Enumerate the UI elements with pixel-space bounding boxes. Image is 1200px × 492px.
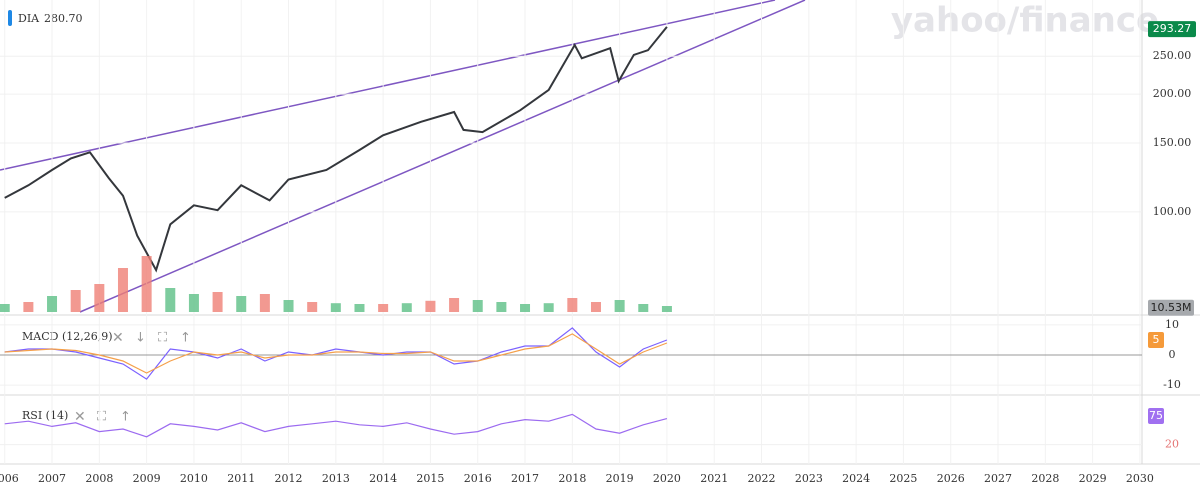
y-tick-label: 10 (1165, 318, 1179, 331)
y-tick-label: 20 (1165, 438, 1179, 451)
series-line (4, 333, 668, 374)
last-value-label: 10.53M (1151, 301, 1192, 314)
x-tick-label: 2006 (0, 472, 19, 485)
x-tick-label: 2016 (464, 472, 492, 485)
expand-icon[interactable]: ⛶ (96, 410, 107, 425)
x-tick-label: 2021 (700, 472, 728, 485)
last-value-label: 293.27 (1153, 22, 1192, 35)
volume-bar (472, 300, 483, 312)
trend-line (0, 0, 776, 171)
volume-bar (70, 290, 81, 312)
volume-bar (188, 294, 199, 312)
volume-bar (520, 304, 531, 312)
x-tick-label: 2007 (38, 472, 66, 485)
x-tick-label: 2027 (984, 472, 1012, 485)
last-value-tag (1148, 331, 1164, 348)
x-tick-label: 2028 (1031, 472, 1059, 485)
volume-bar (165, 288, 176, 312)
volume-bar (590, 302, 601, 312)
panel-title: RSI (14) (22, 409, 68, 422)
y-tick-label: 0 (1169, 348, 1176, 361)
volume-bar (567, 298, 578, 312)
x-tick-label: 2018 (558, 472, 586, 485)
x-tick-label: 2026 (937, 472, 965, 485)
volume-bar (378, 304, 389, 312)
last-value-label: 5 (1153, 333, 1160, 346)
x-tick-label: 2009 (133, 472, 161, 485)
volume-bar (23, 302, 34, 312)
volume-bar (354, 304, 365, 312)
x-tick-label: 2008 (85, 472, 113, 485)
series-line (4, 26, 668, 273)
last-value-tag (1148, 21, 1196, 38)
volume-bar (496, 302, 507, 312)
last-value-label: 75 (1149, 409, 1163, 422)
volume-bar (259, 294, 270, 312)
volume-bar (330, 303, 341, 312)
x-tick-label: 2020 (653, 472, 681, 485)
x-tick-label: 2015 (416, 472, 444, 485)
trend-line (79, 0, 806, 313)
x-tick-label: 2017 (511, 472, 539, 485)
volume-bar (307, 302, 318, 312)
volume-bar (283, 300, 294, 312)
x-tick-label: 2012 (275, 472, 303, 485)
move-up-icon[interactable]: ↑ (180, 331, 191, 346)
y-tick-label: -10 (1163, 378, 1181, 391)
legend-marker (8, 10, 12, 26)
y-tick-label: 200.00 (1153, 87, 1192, 100)
volume-bar (141, 256, 152, 312)
last-value-tag (1148, 299, 1194, 316)
volume-bar (638, 304, 649, 312)
y-tick-label: 100.00 (1153, 205, 1192, 218)
watermark: yahoo/finance (891, 1, 1159, 41)
series-line (4, 413, 668, 438)
x-tick-label: 2013 (322, 472, 350, 485)
x-tick-label: 2022 (748, 472, 776, 485)
move-up-icon[interactable]: ↑ (120, 410, 131, 425)
y-tick-label: 250.00 (1153, 49, 1192, 62)
x-tick-label: 2029 (1079, 472, 1107, 485)
volume-bar (401, 303, 412, 312)
volume-bar (614, 300, 625, 312)
x-tick-label: 2019 (606, 472, 634, 485)
x-tick-label: 2011 (227, 472, 255, 485)
volume-bar (0, 304, 10, 312)
legend-symbol: DIA (18, 12, 40, 25)
x-tick-label: 2030 (1126, 472, 1154, 485)
volume-bar (47, 296, 58, 312)
volume-bar (94, 284, 105, 312)
x-tick-label: 2024 (842, 472, 870, 485)
volume-bar (425, 300, 436, 312)
close-icon[interactable]: ✕ (74, 409, 86, 425)
volume-bar (236, 296, 247, 312)
close-icon[interactable]: ✕ (112, 330, 124, 346)
expand-icon[interactable]: ⛶ (157, 331, 168, 346)
volume-bar (212, 292, 223, 312)
x-tick-label: 2014 (369, 472, 397, 485)
y-tick-label: 150.00 (1153, 136, 1192, 149)
volume-bar (661, 306, 672, 312)
x-tick-label: 2025 (889, 472, 917, 485)
volume-bar (543, 303, 554, 312)
x-tick-label: 2023 (795, 472, 823, 485)
move-down-icon[interactable]: ↓ (135, 331, 146, 346)
series-line (4, 327, 668, 380)
panel-title: MACD (12,26,9) (22, 330, 113, 343)
last-value-tag (1148, 408, 1164, 424)
legend-value: 280.70 (44, 12, 83, 25)
volume-bar (117, 268, 128, 312)
x-tick-label: 2010 (180, 472, 208, 485)
volume-bar (449, 298, 460, 312)
